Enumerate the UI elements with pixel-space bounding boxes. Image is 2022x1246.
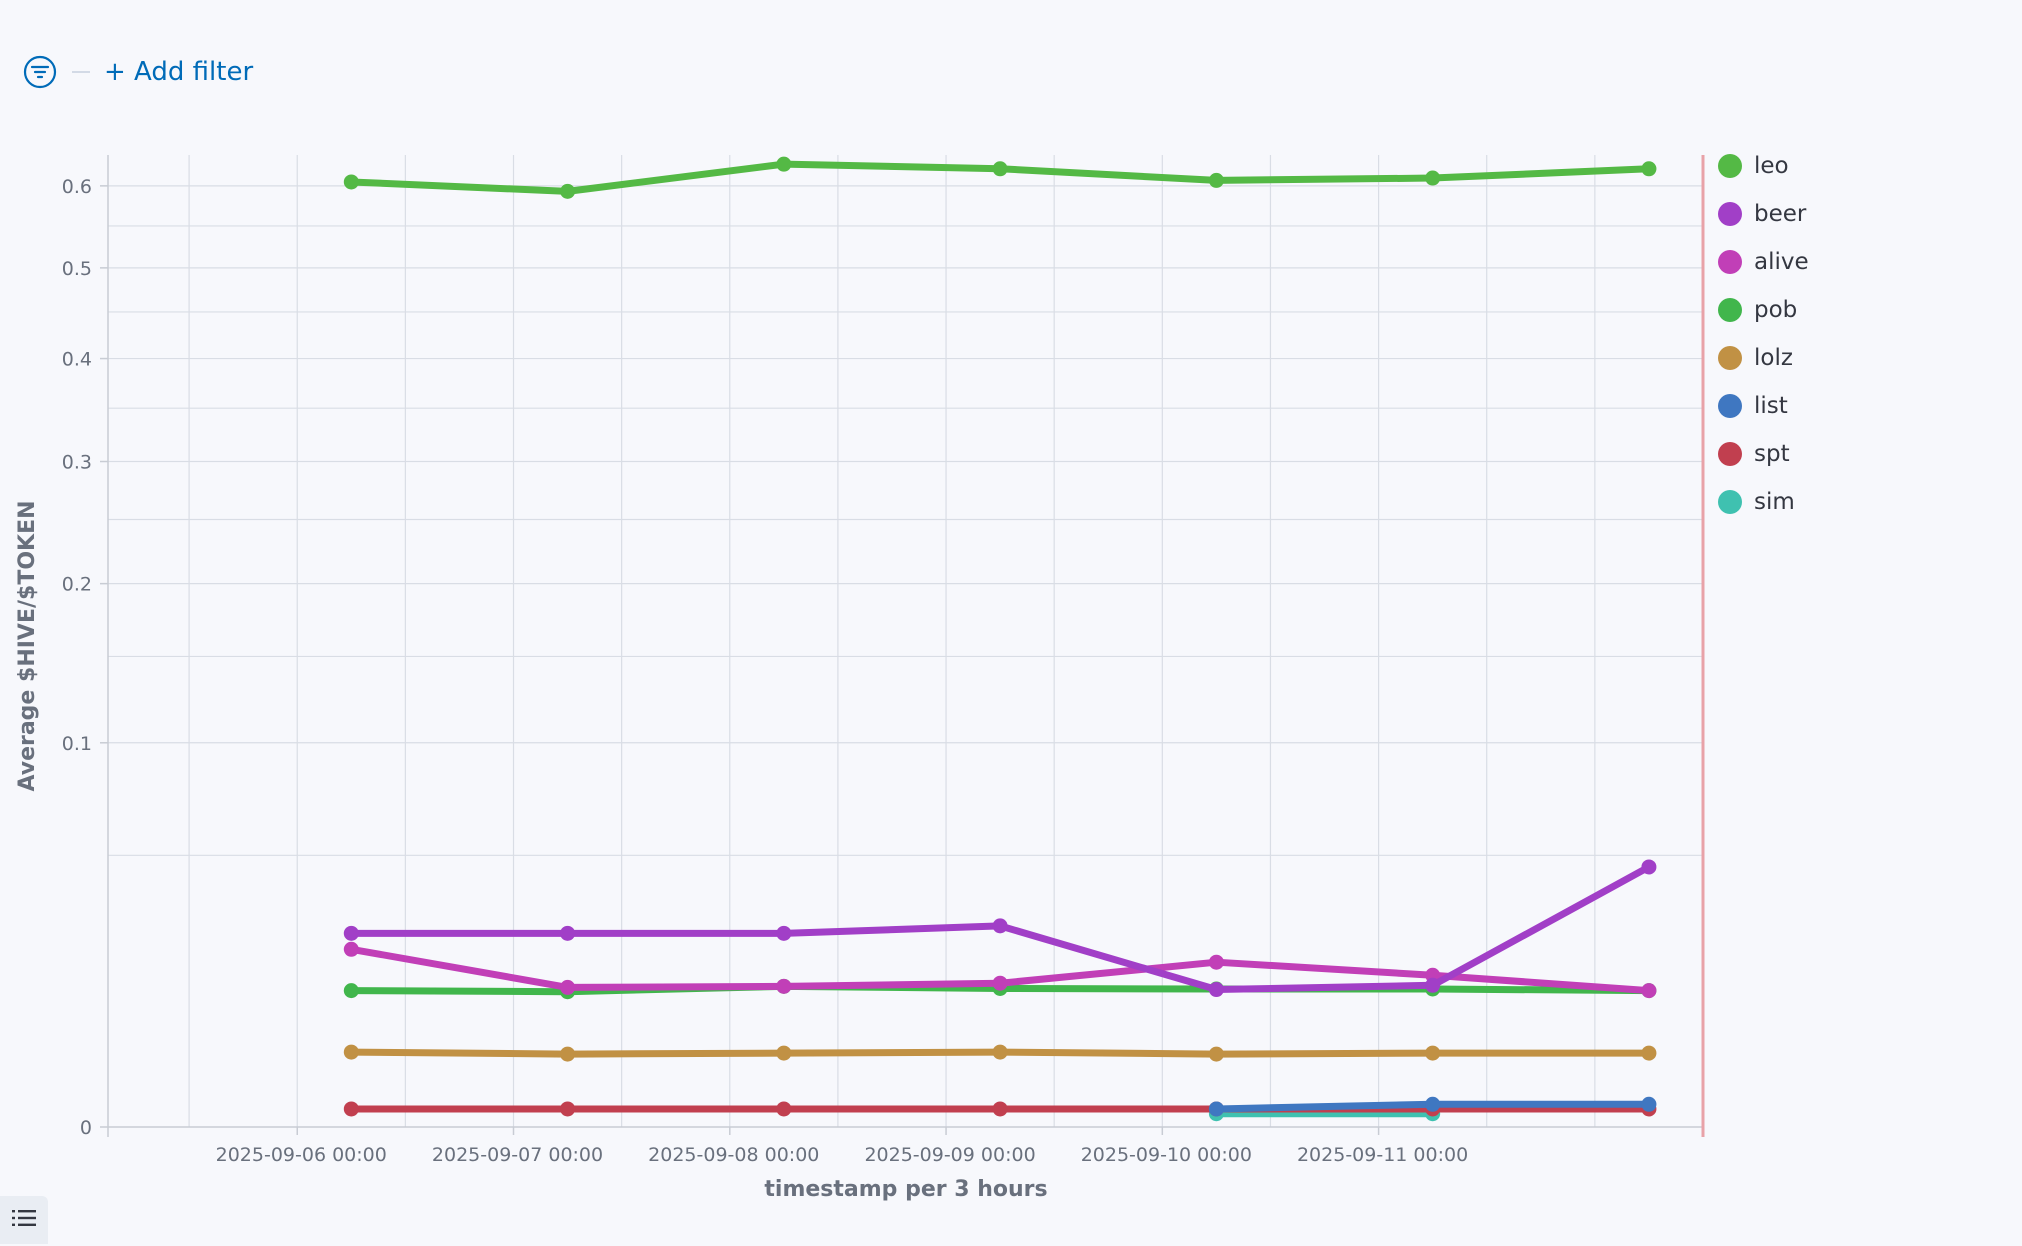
data-point-lolz [560,1046,576,1062]
legend-item-alive[interactable]: alive [1718,238,1809,286]
data-point-alive [343,941,359,957]
axes [100,155,1705,1137]
y-tick-label: 0.4 [62,349,92,371]
legend-item-sim[interactable]: sim [1718,478,1809,526]
data-point-alive [992,975,1008,991]
data-point-list [1425,1096,1441,1112]
x-tick-label: 2025-09-07 00:00 [432,1144,603,1166]
data-point-spt [560,1101,576,1117]
y-tick-label: 0.1 [62,733,92,755]
series-list [1208,1096,1657,1117]
legend-label: spt [1754,441,1790,467]
y-axis-title: Average $HIVE/$TOKEN [15,500,40,791]
series-lolz [343,1044,1657,1062]
data-point-lolz [1425,1045,1441,1061]
x-tick-label: 2025-09-10 00:00 [1081,1144,1252,1166]
filter-separator [72,71,90,73]
data-point-beer [1208,982,1224,998]
y-tick-label: 0.2 [62,574,92,596]
legend-swatch [1718,490,1742,514]
data-point-beer [560,925,576,941]
legend-swatch [1718,442,1742,466]
data-point-list [1641,1096,1657,1112]
data-point-spt [992,1101,1008,1117]
x-axis-title: timestamp per 3 hours [764,1177,1047,1202]
data-point-spt [343,1101,359,1117]
data-point-lolz [1641,1045,1657,1061]
toggle-legend-button[interactable] [0,1196,48,1244]
legend-item-lolz[interactable]: lolz [1718,334,1809,382]
data-point-beer [1425,977,1441,993]
data-point-beer [776,925,792,941]
filter-icon[interactable] [22,54,58,90]
legend-swatch [1718,202,1742,226]
legend-item-beer[interactable]: beer [1718,190,1809,238]
data-point-leo [776,156,792,172]
grid-lines [108,155,1704,1127]
y-tick-label: 0.3 [62,452,92,474]
list-icon [11,1207,37,1233]
chart-legend: leo beer alive pob lolz list spt sim [1718,142,1809,526]
x-tick-label: 2025-09-09 00:00 [864,1144,1035,1166]
data-point-alive [776,978,792,994]
legend-swatch [1718,250,1742,274]
legend-swatch [1718,298,1742,322]
data-point-leo [343,174,359,190]
data-point-leo [1641,161,1657,177]
series-lines [343,156,1657,1122]
legend-swatch [1718,154,1742,178]
data-point-beer [343,925,359,941]
data-point-list [1208,1101,1224,1117]
legend-swatch [1718,394,1742,418]
data-point-spt [776,1101,792,1117]
data-point-leo [992,161,1008,177]
legend-label: pob [1754,297,1798,323]
legend-item-leo[interactable]: leo [1718,142,1809,190]
legend-label: list [1754,393,1788,419]
legend-item-spt[interactable]: spt [1718,430,1809,478]
legend-swatch [1718,346,1742,370]
data-point-beer [1641,859,1657,875]
data-point-leo [1425,170,1441,186]
data-point-leo [1208,172,1224,188]
x-tick-label: 2025-09-11 00:00 [1297,1144,1468,1166]
tick-labels: 0 0.1 0.2 0.3 0.4 0.5 0.6 2025-09-06 00:00 2025-… [62,176,1468,1166]
legend-label: lolz [1754,345,1793,371]
y-tick-label: 0.5 [62,258,92,280]
data-point-alive [1208,954,1224,970]
data-point-lolz [992,1044,1008,1060]
data-point-alive [560,979,576,995]
y-tick-label: 0.6 [62,176,92,198]
filter-bar: + Add filter [22,52,253,92]
legend-label: alive [1754,249,1809,275]
legend-item-pob[interactable]: pob [1718,286,1809,334]
legend-item-list[interactable]: list [1718,382,1809,430]
series-leo [343,156,1657,199]
add-filter-button[interactable]: + Add filter [104,57,254,87]
series-beer [343,859,1657,998]
data-point-leo [560,183,576,199]
data-point-lolz [1208,1046,1224,1062]
x-tick-label: 2025-09-06 00:00 [216,1144,387,1166]
data-point-beer [992,918,1008,934]
legend-label: sim [1754,489,1795,515]
data-point-lolz [343,1044,359,1060]
data-point-lolz [776,1045,792,1061]
data-point-pob [343,983,359,999]
x-tick-label: 2025-09-08 00:00 [648,1144,819,1166]
y-tick-label: 0 [80,1117,92,1139]
legend-label: leo [1754,153,1789,179]
legend-label: beer [1754,201,1807,227]
data-point-alive [1641,983,1657,999]
